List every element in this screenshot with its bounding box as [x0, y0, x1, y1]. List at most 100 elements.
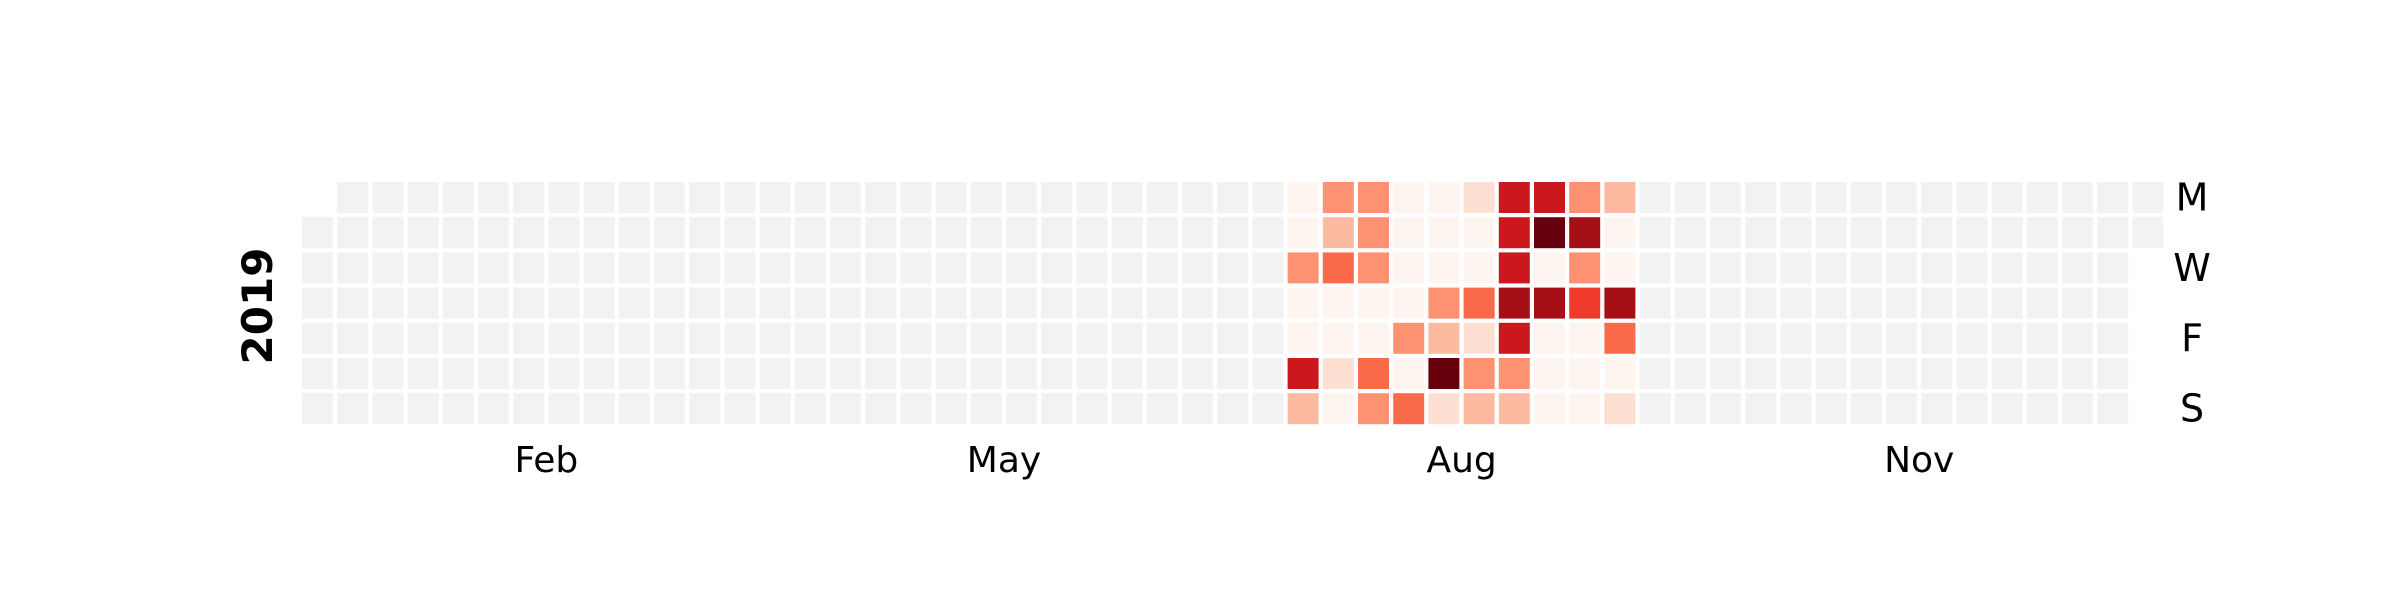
day-cell — [372, 358, 404, 389]
day-cell — [1534, 182, 1565, 213]
day-cell — [1006, 217, 1037, 249]
day-cell — [865, 287, 897, 319]
day-cell — [337, 393, 369, 425]
day-cell — [865, 393, 897, 425]
day-cell — [689, 217, 721, 249]
day-cell — [935, 287, 967, 319]
day-cell — [407, 252, 439, 284]
day-cell — [407, 287, 439, 319]
day-cell — [1322, 358, 1354, 389]
day-cell — [478, 182, 509, 213]
day-cell — [1182, 287, 1213, 319]
day-cell — [1076, 358, 1108, 389]
day-cell — [2132, 217, 2164, 249]
day-cell — [900, 287, 932, 319]
day-cell — [1710, 182, 1741, 213]
day-cell — [1463, 358, 1495, 389]
day-cell — [1850, 322, 1882, 354]
day-cell — [1534, 358, 1565, 389]
day-cell — [1006, 322, 1037, 354]
month-labels: Feb May Aug Nov — [515, 440, 1955, 481]
day-cell — [759, 252, 791, 284]
day-cell — [1393, 287, 1425, 319]
day-cell — [1921, 287, 1953, 319]
day-cell — [2026, 358, 2058, 389]
day-cell — [1287, 182, 1319, 213]
day-cell — [2062, 182, 2093, 213]
day-cell — [935, 252, 967, 284]
day-cell — [1604, 217, 1636, 249]
day-cell — [1956, 182, 1988, 213]
day-cell — [900, 182, 932, 213]
day-cell — [2026, 322, 2058, 354]
day-cell — [1006, 393, 1037, 425]
day-cell — [2097, 182, 2129, 213]
day-cell — [900, 252, 932, 284]
day-cell — [1182, 182, 1213, 213]
day-cell — [1358, 252, 1389, 284]
day-cell — [794, 393, 826, 425]
day-cell — [1322, 217, 1354, 249]
day-cell — [1498, 287, 1530, 319]
day-cell — [1076, 287, 1108, 319]
day-cell — [1182, 252, 1213, 284]
day-cell — [1639, 358, 1671, 389]
weekday-label: W — [2173, 246, 2211, 290]
day-cell — [654, 217, 685, 249]
day-cell — [1076, 322, 1108, 354]
day-cell — [1393, 358, 1425, 389]
day-cell — [794, 287, 826, 319]
day-cell — [583, 217, 615, 249]
day-cell — [1217, 287, 1249, 319]
day-cell — [372, 322, 404, 354]
day-cell — [1674, 217, 1706, 249]
day-cell — [1498, 182, 1530, 213]
day-cell — [1182, 358, 1213, 389]
day-cell — [935, 358, 967, 389]
day-cell — [302, 393, 333, 425]
day-cell — [794, 322, 826, 354]
day-cell — [1287, 358, 1319, 389]
day-cell — [1041, 252, 1073, 284]
day-cell — [302, 252, 333, 284]
day-cell — [689, 358, 721, 389]
day-cell — [1710, 252, 1741, 284]
day-cell — [1850, 393, 1882, 425]
day-cell — [865, 217, 897, 249]
day-cell — [1534, 322, 1565, 354]
day-cell — [1111, 182, 1143, 213]
day-cell — [1182, 217, 1213, 249]
day-cell — [830, 358, 861, 389]
day-cell — [1111, 358, 1143, 389]
day-cell — [794, 182, 826, 213]
day-cell — [1991, 217, 2023, 249]
day-cell — [830, 287, 861, 319]
day-cell — [1710, 287, 1741, 319]
day-cell — [337, 252, 369, 284]
day-cell — [759, 322, 791, 354]
day-cell — [1639, 393, 1671, 425]
day-cell — [935, 217, 967, 249]
day-cell — [583, 322, 615, 354]
day-cell — [830, 322, 861, 354]
day-cell — [618, 322, 650, 354]
day-cell — [583, 182, 615, 213]
day-cell — [1498, 393, 1530, 425]
day-cell — [1850, 287, 1882, 319]
day-cell — [1146, 393, 1178, 425]
day-cell — [1463, 287, 1495, 319]
day-cell — [724, 252, 756, 284]
day-cell — [1217, 182, 1249, 213]
day-cell — [1886, 358, 1917, 389]
day-cell — [1182, 393, 1213, 425]
day-cell — [1569, 252, 1601, 284]
day-cell — [1745, 322, 1777, 354]
day-cell — [1393, 322, 1425, 354]
day-cell — [1041, 182, 1073, 213]
day-cell — [1006, 358, 1037, 389]
day-cell — [1850, 358, 1882, 389]
day-cell — [337, 358, 369, 389]
day-cell — [337, 217, 369, 249]
day-cell — [759, 358, 791, 389]
day-cell — [2062, 393, 2093, 425]
